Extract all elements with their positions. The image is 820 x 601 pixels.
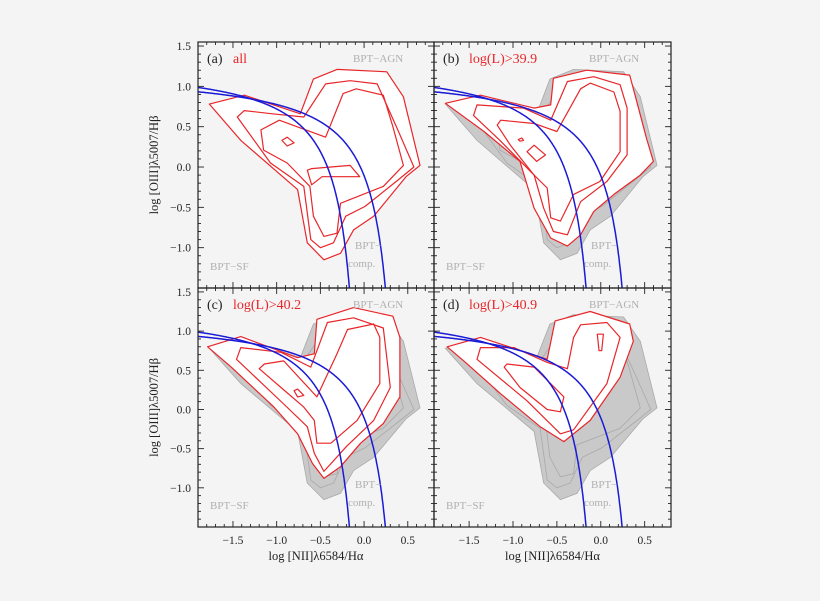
x-tick-label: 0.5 bbox=[637, 535, 652, 547]
kewley-curve bbox=[434, 91, 623, 288]
contour-level-1 bbox=[208, 68, 421, 261]
x-tick-label: −1.5 bbox=[223, 535, 244, 547]
panel-frame bbox=[433, 287, 672, 528]
panel-sample-label: all bbox=[233, 52, 247, 67]
contour-level-2 bbox=[236, 80, 415, 249]
y-tick-label: 1.5 bbox=[177, 41, 192, 53]
region-label-agn: BPT−AGN bbox=[589, 299, 639, 311]
x-tick-label: −0.5 bbox=[310, 535, 331, 547]
region-label-sf: BPT−SF bbox=[446, 500, 485, 512]
contour-level-5 bbox=[306, 164, 361, 186]
kewley-curve bbox=[198, 335, 387, 527]
contour-level-3 bbox=[260, 88, 404, 237]
x-tick-label: 0.0 bbox=[357, 535, 372, 547]
panel-tag: (a) bbox=[207, 52, 223, 67]
y-tick-label: 1.0 bbox=[177, 81, 192, 93]
panel-sample-label: log(L)>39.9 bbox=[469, 52, 537, 67]
y-tick-label: −0.5 bbox=[170, 202, 191, 214]
region-label-agn: BPT−AGN bbox=[353, 299, 403, 311]
y-tick-label: 0.5 bbox=[177, 122, 192, 134]
y-tick-label: 0.0 bbox=[177, 162, 192, 174]
region-label-agn: BPT−AGN bbox=[589, 53, 639, 65]
region-label-comp: comp. bbox=[584, 497, 611, 509]
region-label-comp: comp. bbox=[348, 258, 375, 270]
panel-a bbox=[198, 68, 421, 288]
contour-level-1 bbox=[444, 69, 655, 247]
y-tick-label: 0.0 bbox=[177, 404, 192, 416]
region-label-agn: BPT−AGN bbox=[353, 53, 403, 65]
contour-level-4 bbox=[596, 333, 605, 352]
contour-level-1 bbox=[207, 307, 401, 479]
y-tick-label: 1.0 bbox=[177, 326, 192, 338]
y-tick-label: −1.0 bbox=[170, 243, 191, 255]
contour-level-2 bbox=[235, 317, 391, 472]
x-tick-label: −1.0 bbox=[266, 535, 287, 547]
region-label-comp: BPT− bbox=[355, 240, 381, 252]
kewley-curve bbox=[434, 335, 623, 527]
kewley-curve bbox=[198, 91, 387, 288]
x-tick-label: −1.0 bbox=[503, 535, 524, 547]
kauffmann-curve bbox=[198, 86, 351, 288]
y-axis-title: log [OIII]λ5007/Hβ bbox=[147, 358, 161, 457]
region-label-sf: BPT−SF bbox=[210, 500, 249, 512]
kauffmann-curve bbox=[434, 86, 587, 288]
contour-level-4 bbox=[526, 144, 547, 162]
y-tick-label: 1.5 bbox=[177, 287, 192, 299]
panel-sample-label: log(L)>40.2 bbox=[233, 298, 301, 313]
contour-level-3 bbox=[258, 323, 381, 444]
x-tick-label: −1.5 bbox=[459, 535, 480, 547]
panel-d bbox=[434, 310, 658, 527]
region-label-comp: BPT− bbox=[355, 479, 381, 491]
panel-c bbox=[198, 307, 421, 527]
region-label-sf: BPT−SF bbox=[210, 261, 249, 273]
x-tick-label: 0.0 bbox=[594, 535, 609, 547]
contour-level-3 bbox=[496, 82, 621, 222]
x-tick-label: 0.5 bbox=[401, 535, 416, 547]
panel-tag: (c) bbox=[207, 298, 223, 313]
x-tick-label: −0.5 bbox=[546, 535, 567, 547]
x-axis-title: log [NII]λ6584/Hα bbox=[505, 549, 600, 563]
region-label-comp: BPT− bbox=[591, 479, 617, 491]
region-label-comp: comp. bbox=[584, 258, 611, 270]
contour-level-5 bbox=[517, 137, 525, 142]
panel-tag: (d) bbox=[443, 298, 460, 313]
x-axis-title: log [NII]λ6584/Hα bbox=[269, 549, 364, 563]
contour-level-4 bbox=[281, 136, 295, 147]
panel-tag: (b) bbox=[443, 52, 460, 67]
panel-b bbox=[434, 68, 658, 288]
y-tick-label: −0.5 bbox=[170, 444, 191, 456]
y-tick-label: −1.0 bbox=[170, 483, 191, 495]
y-axis-title: log [OIII]λ5007/Hβ bbox=[147, 116, 161, 215]
region-label-comp: comp. bbox=[348, 497, 375, 509]
contour-level-2 bbox=[472, 76, 628, 236]
kauffmann-curve bbox=[434, 331, 587, 527]
y-tick-label: 0.5 bbox=[177, 365, 192, 377]
region-label-sf: BPT−SF bbox=[446, 261, 485, 273]
region-label-comp: BPT− bbox=[591, 240, 617, 252]
kauffmann-curve bbox=[198, 331, 351, 527]
contour-level-4 bbox=[293, 388, 305, 398]
panel-sample-label: log(L)>40.9 bbox=[469, 298, 537, 313]
